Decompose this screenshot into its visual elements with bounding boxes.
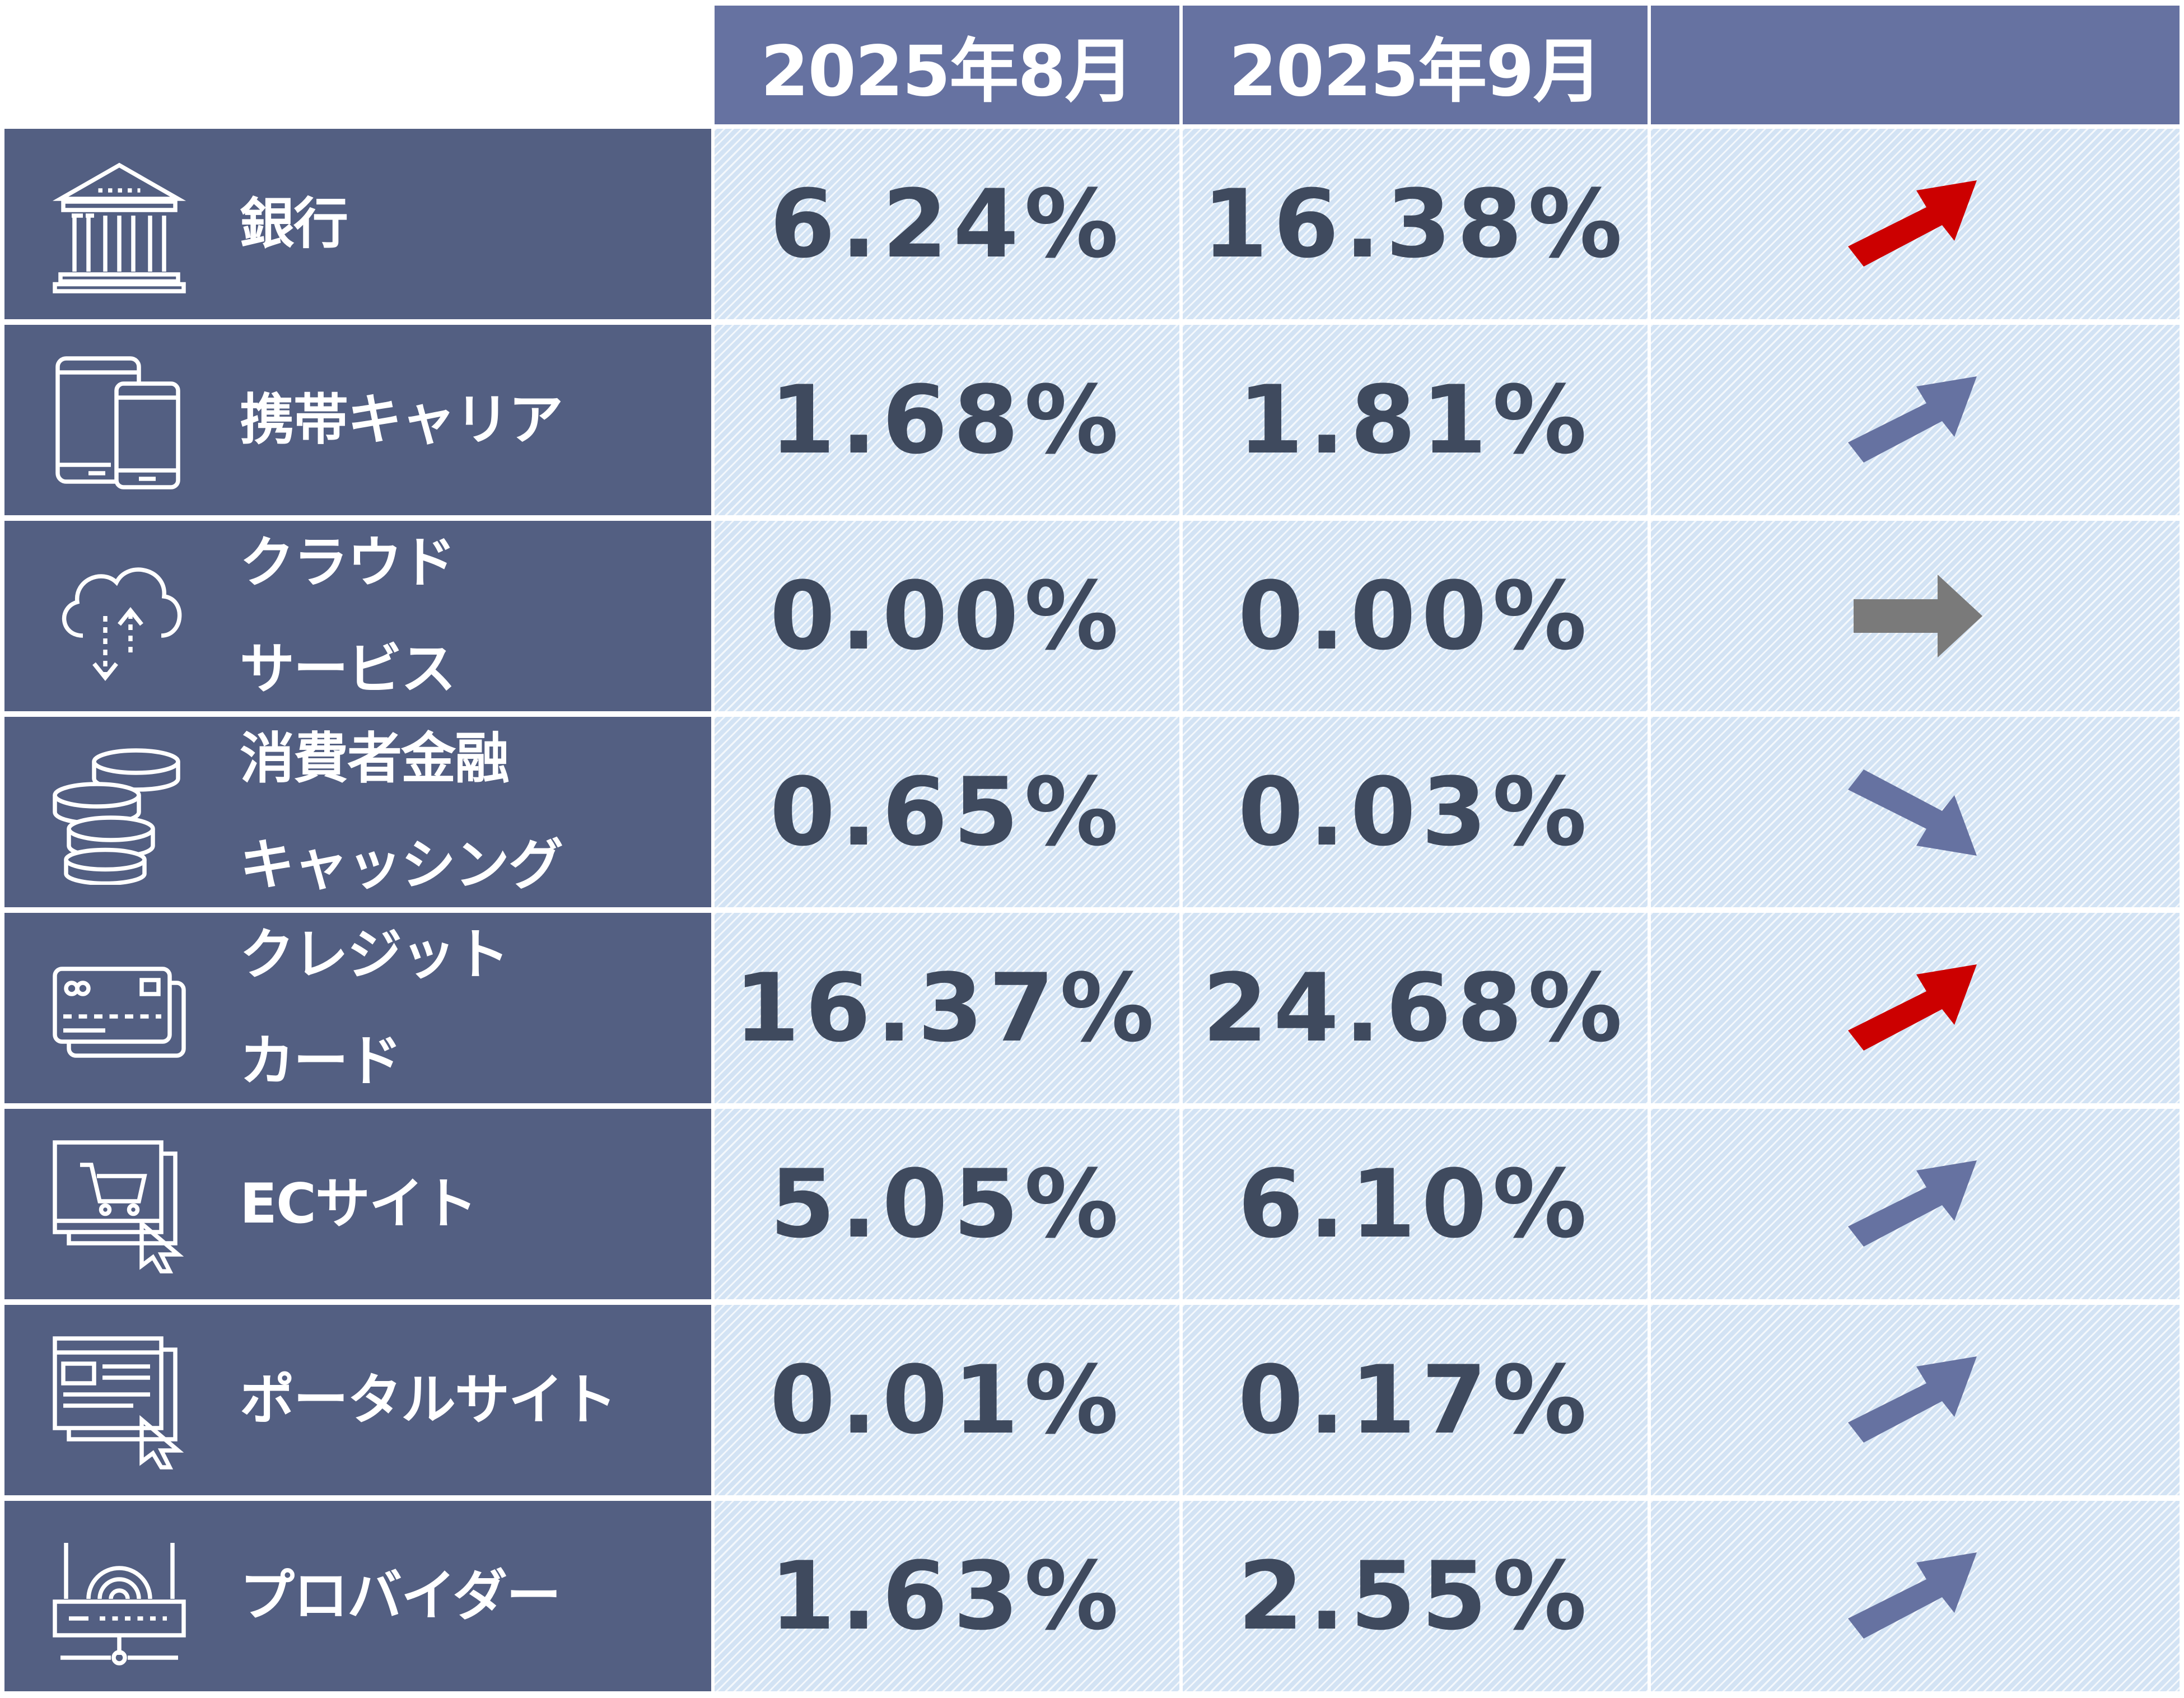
row-label-cloud-sync: クラウド サービス xyxy=(4,521,711,711)
header-sep-2025: 2025年9月 xyxy=(1183,6,1648,124)
category-name: プロバイダー xyxy=(240,1501,699,1691)
category-name-line: 銀行 xyxy=(240,192,348,256)
credit-card-icon xyxy=(49,941,189,1081)
category-name: 携帯キャリア xyxy=(240,325,699,515)
value-sep: 1.81% xyxy=(1183,325,1648,515)
category-name-line: 消費者金融 xyxy=(240,727,510,791)
coin-stack-icon xyxy=(49,745,189,886)
cloud-sync-icon xyxy=(49,549,189,689)
category-name: クラウド サービス xyxy=(240,521,699,711)
category-name: 消費者金融キャッシング xyxy=(240,717,699,907)
value-sep: 0.17% xyxy=(1183,1305,1648,1495)
header-aug-2025: 2025年8月 xyxy=(715,6,1179,124)
trend-up-arrow-icon xyxy=(1848,1160,1977,1247)
trend-up-arrow-icon xyxy=(1848,376,1977,463)
router-icon xyxy=(49,1529,189,1669)
row-label-router: プロバイダー xyxy=(4,1501,711,1691)
category-name: クレジット カード xyxy=(240,913,699,1103)
category-name-line: ポータルサイト xyxy=(240,1368,617,1432)
value-aug: 0.00% xyxy=(715,521,1179,711)
trend-up-arrow-icon xyxy=(1848,1552,1977,1639)
row-label-coin-stack: 消費者金融キャッシング xyxy=(4,717,711,907)
value-aug: 0.01% xyxy=(715,1305,1179,1495)
category-name-line: クレジット xyxy=(240,923,510,987)
value-aug: 5.05% xyxy=(715,1109,1179,1299)
value-sep: 0.00% xyxy=(1183,521,1648,711)
row-label-credit-card: クレジット カード xyxy=(4,913,711,1103)
value-sep: 2.55% xyxy=(1183,1501,1648,1691)
trend-cell xyxy=(1651,717,2180,907)
row-label-web-portal: ポータルサイト xyxy=(4,1305,711,1495)
row-label-shopping-cart-screen: ECサイト xyxy=(4,1109,711,1299)
trend-cell xyxy=(1651,1305,2180,1495)
value-aug: 1.68% xyxy=(715,325,1179,515)
category-name-line: サービス xyxy=(240,637,456,701)
web-portal-icon xyxy=(49,1333,189,1473)
trend-up-arrow-icon xyxy=(1848,1356,1977,1443)
trend-cell xyxy=(1651,1109,2180,1299)
header-trend xyxy=(1651,6,2180,124)
category-name: 銀行 xyxy=(240,129,699,319)
row-label-mobile-devices: 携帯キャリア xyxy=(4,325,711,515)
bank-icon xyxy=(49,157,189,297)
value-aug: 16.37% xyxy=(715,913,1179,1103)
value-aug: 0.65% xyxy=(715,717,1179,907)
shopping-cart-screen-icon xyxy=(49,1137,189,1277)
trend-cell xyxy=(1651,913,2180,1103)
trend-flat-arrow-icon xyxy=(1854,575,1982,657)
row-label-bank: 銀行 xyxy=(4,129,711,319)
trend-cell xyxy=(1651,1501,2180,1691)
value-sep: 6.10% xyxy=(1183,1109,1648,1299)
trend-cell xyxy=(1651,129,2180,319)
category-name-line: 携帯キャリア xyxy=(240,388,563,452)
value-sep: 16.38% xyxy=(1183,129,1648,319)
category-name: ECサイト xyxy=(240,1109,699,1299)
category-name-line: ECサイト xyxy=(240,1172,478,1236)
value-aug: 6.24% xyxy=(715,129,1179,319)
category-name-line: プロバイダー xyxy=(240,1564,561,1628)
value-aug: 1.63% xyxy=(715,1501,1179,1691)
category-name: ポータルサイト xyxy=(240,1305,699,1495)
category-name-line: クラウド xyxy=(240,531,456,595)
mobile-devices-icon xyxy=(49,353,189,493)
trend-down-arrow-icon xyxy=(1848,769,1977,856)
category-name-line: キャッシング xyxy=(240,833,563,897)
category-name-line: カード xyxy=(240,1029,402,1093)
trend-cell xyxy=(1651,325,2180,515)
trend-up-arrow-icon xyxy=(1848,180,1977,267)
value-sep: 0.03% xyxy=(1183,717,1648,907)
trend-up-arrow-icon xyxy=(1848,964,1977,1051)
trend-cell xyxy=(1651,521,2180,711)
value-sep: 24.68% xyxy=(1183,913,1648,1103)
